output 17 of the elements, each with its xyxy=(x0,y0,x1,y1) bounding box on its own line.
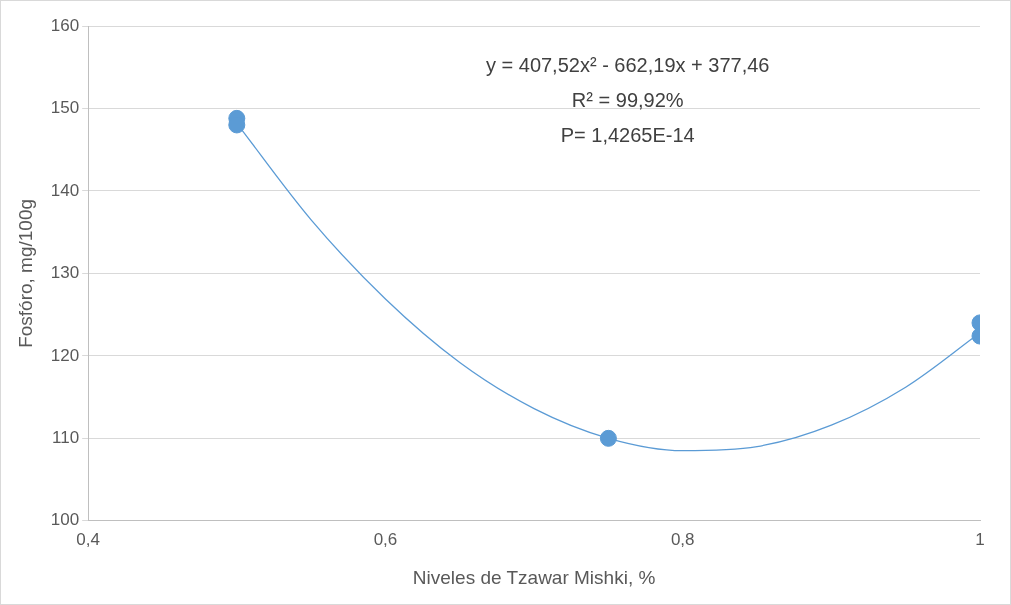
y-tick-label: 140 xyxy=(50,180,80,200)
x-tick-label: 1 xyxy=(975,529,985,549)
annotation: y = 407,52x² - 662,19x + 377,46 xyxy=(485,53,770,76)
annotation: P= 1,4265E-14 xyxy=(560,123,695,146)
y-tick-label: 150 xyxy=(50,98,80,118)
y-tick-label: 120 xyxy=(50,345,80,365)
x-tick-label: 0,6 xyxy=(373,529,398,549)
annotation: R² = 99,92% xyxy=(571,88,684,111)
y-tick-label: 110 xyxy=(52,428,80,448)
y-axis-title: Fosfóro, mg/100g xyxy=(14,198,36,348)
x-tick-label: 0,8 xyxy=(670,529,695,549)
y-tick-label: 160 xyxy=(50,15,80,35)
x-axis-title: Niveles de Tzawar Mishki, % xyxy=(412,566,656,588)
y-tick-label: 100 xyxy=(50,510,80,530)
x-tick-label: 0,4 xyxy=(76,529,100,549)
y-tick-label: 130 xyxy=(50,263,80,283)
point xyxy=(599,429,617,447)
